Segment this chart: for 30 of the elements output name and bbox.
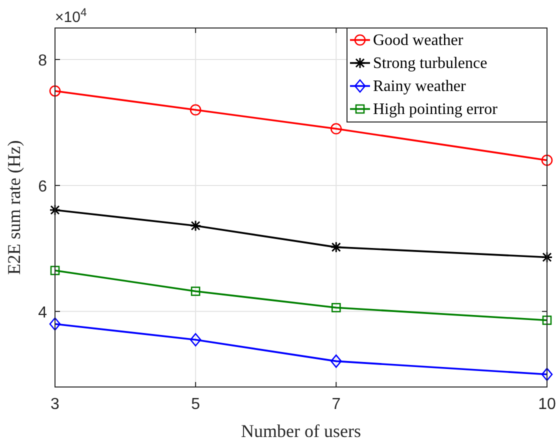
x-tick-label: 10: [538, 396, 556, 413]
point: [49, 85, 61, 97]
legend-label: Strong turbulence: [373, 55, 488, 72]
legend-label: Good weather: [373, 32, 464, 49]
y-axis-title: E2E sum rate (Hz): [4, 140, 24, 275]
x-tick-label: 5: [191, 396, 200, 413]
y-tick-label: 4: [38, 304, 48, 322]
point: [49, 317, 61, 331]
point: [330, 241, 342, 253]
point: [190, 286, 200, 296]
legend-label: Rainy weather: [373, 78, 467, 95]
point: [330, 123, 342, 134]
point: [330, 354, 342, 368]
y-tick-label: 8: [38, 52, 48, 70]
point: [331, 302, 341, 312]
text: ×10$^{4}$: [55, 7, 87, 26]
point: [190, 104, 202, 116]
point: [49, 204, 61, 216]
x-tick-label: 3: [50, 396, 60, 413]
point: [190, 333, 202, 346]
y-tick-label: 6: [38, 178, 48, 196]
point: [541, 154, 553, 166]
point: [190, 220, 202, 232]
point: [541, 368, 553, 382]
legend-label: High pointing error: [373, 101, 498, 118]
point: [542, 316, 552, 325]
x-axis-title: Number of users: [241, 421, 361, 441]
x-tick-label: 7: [332, 396, 341, 413]
point: [541, 252, 553, 264]
point: [50, 266, 60, 276]
